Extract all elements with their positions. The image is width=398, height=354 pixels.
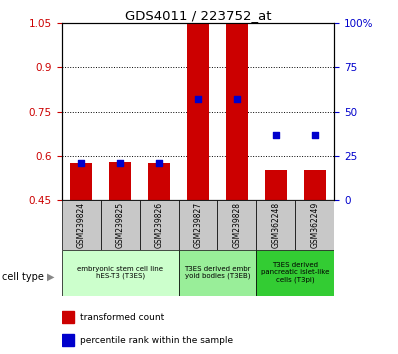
Bar <box>62 250 179 296</box>
Text: GSM239824: GSM239824 <box>77 202 86 248</box>
Text: T3ES derived embr
yoid bodies (T3EB): T3ES derived embr yoid bodies (T3EB) <box>184 266 251 279</box>
Title: GDS4011 / 223752_at: GDS4011 / 223752_at <box>125 9 271 22</box>
Bar <box>179 250 256 296</box>
Bar <box>179 200 217 250</box>
Bar <box>62 312 74 323</box>
Text: embryonic stem cell line
hES-T3 (T3ES): embryonic stem cell line hES-T3 (T3ES) <box>77 266 163 279</box>
Point <box>156 160 162 166</box>
Point <box>117 160 123 166</box>
Text: transformed count: transformed count <box>80 313 164 322</box>
Bar <box>256 250 334 296</box>
Bar <box>217 200 256 250</box>
Point <box>78 160 84 166</box>
Bar <box>226 24 248 200</box>
Text: GSM239825: GSM239825 <box>115 202 125 248</box>
Bar <box>70 163 92 200</box>
Bar <box>140 200 179 250</box>
Text: GSM239827: GSM239827 <box>193 202 203 248</box>
Bar <box>62 200 101 250</box>
Bar <box>304 170 326 200</box>
Bar <box>265 170 287 200</box>
Point <box>234 96 240 102</box>
Bar <box>295 200 334 250</box>
Text: GSM239826: GSM239826 <box>154 202 164 248</box>
Text: T3ES derived
pancreatic islet-like
cells (T3pi): T3ES derived pancreatic islet-like cells… <box>261 262 330 283</box>
Bar <box>101 200 140 250</box>
Bar <box>148 163 170 200</box>
Text: ▶: ▶ <box>47 272 55 282</box>
Text: GSM362248: GSM362248 <box>271 202 281 248</box>
Bar <box>256 200 295 250</box>
Point <box>273 132 279 137</box>
Text: GSM362249: GSM362249 <box>310 202 319 248</box>
Text: cell type: cell type <box>2 272 44 282</box>
Bar <box>109 162 131 200</box>
Point <box>195 96 201 102</box>
Point <box>312 132 318 137</box>
Bar <box>62 334 74 346</box>
Bar <box>187 24 209 200</box>
Text: GSM239828: GSM239828 <box>232 202 242 248</box>
Text: percentile rank within the sample: percentile rank within the sample <box>80 336 233 345</box>
